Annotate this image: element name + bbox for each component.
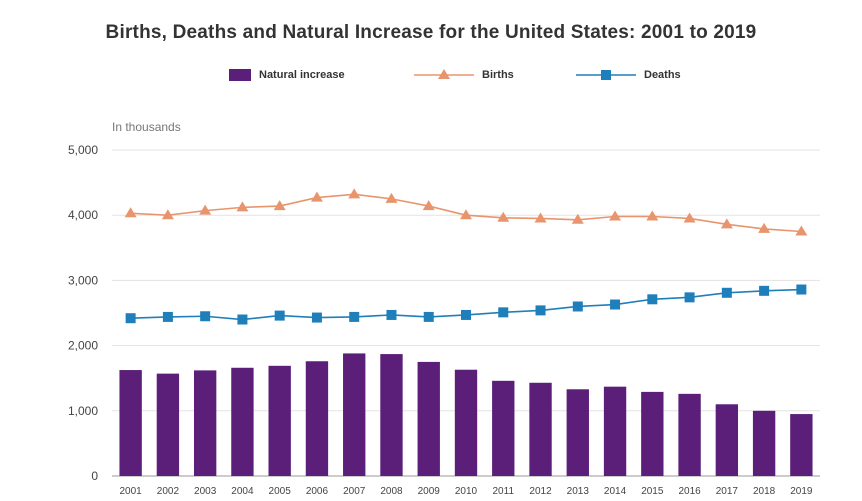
bar-natural-increase xyxy=(268,365,291,476)
legend-triangle-swatch xyxy=(414,69,474,79)
x-tick-label: 2018 xyxy=(753,486,776,497)
bar-natural-increase xyxy=(715,404,739,476)
point-births xyxy=(273,200,286,211)
chart-title: Births, Deaths and Natural Increase for … xyxy=(105,22,757,43)
point-births xyxy=(348,188,361,199)
bar-natural-increase xyxy=(343,353,366,476)
point-births xyxy=(124,207,137,218)
point-deaths xyxy=(535,305,546,316)
point-births xyxy=(199,204,212,215)
point-births xyxy=(460,209,472,220)
point-deaths xyxy=(125,313,136,324)
y-tick-label: 1,000 xyxy=(68,404,98,418)
point-deaths xyxy=(684,292,695,303)
point-deaths xyxy=(721,287,732,298)
bar-natural-increase xyxy=(529,382,552,476)
x-tick-label: 2006 xyxy=(306,486,329,497)
legend-label-deaths: Deaths xyxy=(644,69,681,81)
legend-square-swatch xyxy=(576,70,636,80)
legend-item-deaths: Deaths xyxy=(576,66,681,84)
x-tick-label: 2019 xyxy=(790,486,813,497)
point-deaths xyxy=(274,310,285,321)
point-deaths xyxy=(647,294,658,305)
point-births xyxy=(795,225,808,236)
point-births xyxy=(422,200,435,211)
legend-item-births: Births xyxy=(414,66,514,84)
x-tick-label: 2003 xyxy=(194,486,217,497)
y-tick-label: 5,000 xyxy=(68,143,98,157)
bar-natural-increase xyxy=(641,391,664,476)
point-deaths xyxy=(610,299,621,310)
x-tick-label: 2016 xyxy=(678,486,701,497)
legend-label-natural-increase: Natural increase xyxy=(259,69,345,81)
y-axis-unit-label: In thousands xyxy=(112,120,181,134)
point-deaths xyxy=(759,285,770,296)
point-births xyxy=(385,192,398,203)
x-tick-label: 2008 xyxy=(380,486,403,497)
point-deaths xyxy=(349,311,360,322)
bar-natural-increase xyxy=(566,389,589,476)
x-tick-label: 2005 xyxy=(269,486,292,497)
bar-natural-increase xyxy=(156,373,180,476)
point-births xyxy=(609,210,622,221)
legend-bar-swatch xyxy=(229,69,251,81)
bar-natural-increase xyxy=(417,361,440,476)
bar-natural-increase xyxy=(231,367,254,476)
x-tick-label: 2014 xyxy=(604,486,627,497)
bar-natural-increase xyxy=(492,380,515,476)
point-deaths xyxy=(498,307,509,318)
point-births xyxy=(534,212,547,223)
point-births xyxy=(161,209,174,220)
point-births xyxy=(720,218,733,229)
point-births xyxy=(310,191,323,202)
legend: Natural increase Births Deaths xyxy=(0,66,862,84)
point-births xyxy=(236,201,249,212)
x-tick-label: 2017 xyxy=(716,486,739,497)
bar-natural-increase xyxy=(193,370,217,476)
point-deaths xyxy=(311,312,322,323)
point-deaths xyxy=(386,309,397,320)
bar-natural-increase xyxy=(752,410,776,476)
x-tick-label: 2013 xyxy=(567,486,590,497)
point-births xyxy=(571,213,584,224)
bar-natural-increase xyxy=(454,369,478,476)
bar-natural-increase xyxy=(678,393,701,476)
bar-natural-increase xyxy=(119,370,142,476)
point-births xyxy=(646,210,659,221)
point-births xyxy=(497,211,510,222)
point-deaths xyxy=(200,311,211,322)
y-tick-label: 3,000 xyxy=(68,273,98,287)
point-births xyxy=(758,222,771,233)
bar-natural-increase xyxy=(305,361,329,476)
point-deaths xyxy=(423,311,434,322)
point-births xyxy=(683,212,696,223)
legend-item-natural-increase: Natural increase xyxy=(229,66,345,84)
x-tick-label: 2015 xyxy=(641,486,664,497)
bar-natural-increase xyxy=(790,414,813,476)
y-tick-label: 4,000 xyxy=(68,208,98,222)
x-tick-label: 2010 xyxy=(455,486,478,497)
point-deaths xyxy=(162,311,173,322)
point-deaths xyxy=(796,284,807,295)
x-tick-label: 2012 xyxy=(529,486,552,497)
point-deaths xyxy=(237,314,248,325)
legend-label-births: Births xyxy=(482,69,514,81)
point-deaths xyxy=(572,301,583,312)
y-tick-label: 0 xyxy=(91,469,98,483)
x-tick-label: 2001 xyxy=(120,486,143,497)
x-tick-label: 2007 xyxy=(343,486,366,497)
bar-natural-increase xyxy=(603,386,627,476)
x-tick-label: 2004 xyxy=(231,486,254,497)
bar-natural-increase xyxy=(380,354,403,476)
point-deaths xyxy=(461,309,471,320)
x-tick-label: 2002 xyxy=(157,486,180,497)
x-tick-label: 2011 xyxy=(493,486,515,497)
x-tick-label: 2009 xyxy=(418,486,441,497)
y-tick-label: 2,000 xyxy=(68,339,98,353)
